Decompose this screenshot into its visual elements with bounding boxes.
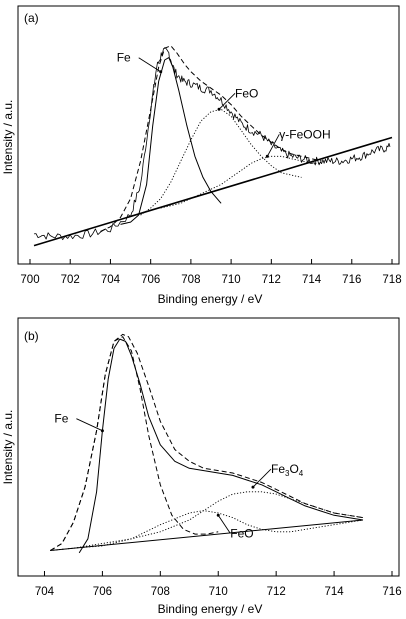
annotation-leader	[252, 468, 272, 488]
x-tick-label: 706	[93, 586, 112, 598]
x-tick-label: 704	[35, 586, 55, 598]
annotation-leader	[266, 134, 280, 157]
annotation-label: FeO	[235, 86, 258, 100]
annotation-arrow-tip	[159, 70, 163, 74]
x-tick-label: 710	[222, 274, 241, 286]
x-tick-label: 708	[181, 274, 200, 286]
annotation-leader	[218, 92, 236, 110]
annotation-arrow-tip	[217, 107, 221, 111]
x-tick-label: 704	[101, 274, 121, 286]
x-axis-title-b: Binding energy / eV	[158, 602, 263, 616]
x-tick-label: 700	[20, 274, 39, 286]
annotation-arrow-tip	[265, 154, 269, 158]
panel-label-a: (a)	[24, 11, 39, 25]
annotation-leader	[217, 515, 231, 534]
annotation-leader	[138, 57, 161, 73]
x-tick-label: 716	[382, 586, 401, 598]
series-line-solid-bold	[33, 136, 393, 247]
x-ticks-a: 700 702 704 706 708 710 712 714 716 718	[20, 259, 402, 286]
annotation-leader	[76, 418, 103, 432]
series-line-dotted	[50, 510, 364, 551]
y-axis-title-b: Intensity / a.u.	[1, 410, 15, 485]
annotation-label: Fe3O4	[271, 462, 304, 478]
series-line-solid	[120, 57, 222, 225]
panel-b: (b) Intensity / a.u. Binding energy / eV…	[1, 317, 402, 616]
x-axis-title-a: Binding energy / eV	[158, 292, 263, 306]
plot-frame-a	[17, 5, 400, 265]
annotation-label: FeO	[230, 526, 253, 540]
panel-label-b: (b)	[24, 329, 39, 343]
x-tick-label: 718	[382, 274, 401, 286]
series-line-dotted	[160, 155, 322, 209]
series-line-dotted	[50, 491, 364, 551]
x-tick-label: 714	[302, 274, 322, 286]
series-line-noisy	[33, 47, 391, 241]
x-tick-label: 714	[324, 586, 344, 598]
annotation-label: Fe	[117, 51, 131, 65]
x-tick-label: 710	[209, 586, 228, 598]
series-line-dashed	[50, 336, 219, 551]
x-tick-label: 712	[262, 274, 281, 286]
x-tick-label: 702	[61, 274, 80, 286]
annotation-arrow-tip	[251, 485, 255, 489]
x-ticks-b: 704 706 708 710 712 714 716	[35, 571, 402, 598]
y-axis-title-a: Intensity / a.u.	[1, 100, 15, 175]
x-tick-label: 716	[342, 274, 361, 286]
annotations-b: Fe Fe3O4 FeO	[54, 412, 303, 541]
plot-frame-b	[17, 317, 400, 577]
series-group-b	[50, 333, 364, 554]
x-tick-label: 706	[141, 274, 160, 286]
series-group-a	[33, 45, 393, 247]
annotations-a: Fe FeO γ-FeOOH	[117, 51, 331, 158]
panel-a: (a) Intensity / a.u. Binding energy / eV…	[1, 5, 402, 306]
annotation-arrow-tip	[100, 429, 104, 433]
annotation-label: Fe	[54, 412, 68, 426]
x-tick-label: 712	[267, 586, 286, 598]
series-line-solid	[78, 338, 364, 554]
series-line-dashed	[50, 333, 364, 551]
series-line-dotted	[140, 108, 302, 216]
x-tick-label: 708	[151, 586, 170, 598]
annotation-arrow-tip	[216, 513, 220, 517]
annotation-label: γ-FeOOH	[279, 127, 330, 141]
series-line-solid	[50, 519, 364, 551]
